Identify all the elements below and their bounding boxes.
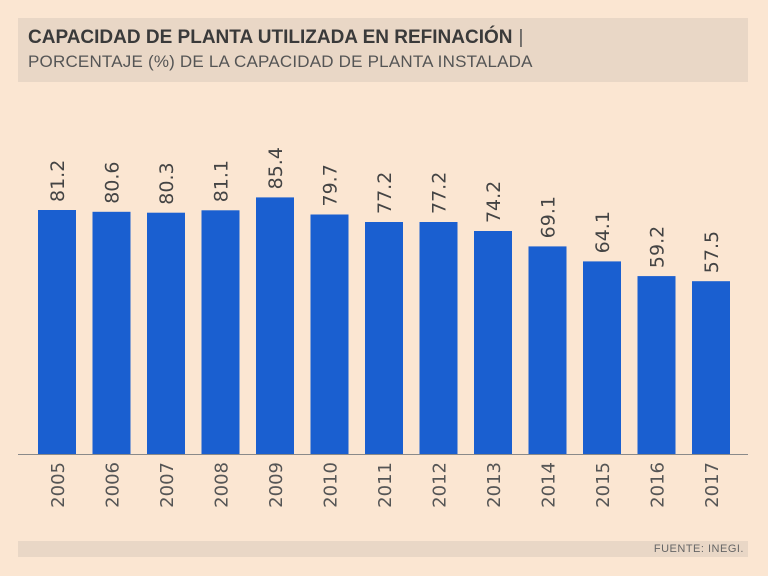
bar-2014 [528,246,567,454]
x-tick-label-2017: 2017 [702,462,723,508]
value-label-2005: 81.2 [47,160,69,202]
bar-2011 [365,222,403,454]
source-bar: FUENTE: INEGI. [18,541,748,557]
bar-2008 [201,210,240,454]
value-label-2014: 69.1 [538,196,560,238]
value-label-2006: 80.6 [102,161,124,203]
x-tick-label-2009: 2009 [266,462,287,508]
value-label-2015: 64.1 [592,211,614,253]
bar-2006 [92,211,131,454]
value-label-2009: 85.4 [265,147,287,189]
value-label-2008: 81.1 [211,160,233,202]
x-tick-label-2012: 2012 [430,462,451,508]
title-panel: CAPACIDAD DE PLANTA UTILIZADA EN REFINAC… [18,18,748,82]
x-tick-label-2014: 2014 [539,462,560,508]
bar-2013 [474,231,512,454]
bar-2015 [583,261,621,454]
x-tick-label-2010: 2010 [321,462,342,508]
chart-title: CAPACIDAD DE PLANTA UTILIZADA EN REFINAC… [28,27,513,48]
x-tick-label-2007: 2007 [157,462,178,508]
chart-subtitle: PORCENTAJE (%) DE LA CAPACIDAD DE PLANTA… [28,52,533,71]
title-separator: | [518,27,524,48]
value-label-2016: 59.2 [647,226,669,268]
source-note: FUENTE: INEGI. [653,543,744,555]
x-tick-label-2016: 2016 [648,462,669,508]
x-tick-label-2015: 2015 [593,462,614,508]
x-tick-label-2006: 2006 [103,462,124,508]
bar-2012 [419,222,458,454]
bar-2005 [38,210,76,454]
bar-2010 [310,214,349,454]
x-tick-label-2005: 2005 [48,462,69,508]
x-tick-label-2013: 2013 [484,462,505,508]
value-label-2010: 79.7 [320,164,342,206]
bar-2017 [692,281,730,454]
x-tick-label-2008: 2008 [212,462,233,508]
x-tick-label-2011: 2011 [375,462,396,508]
chart-title-line: CAPACIDAD DE PLANTA UTILIZADA EN REFINAC… [28,26,748,50]
value-label-2007: 80.3 [156,162,178,204]
value-label-2017: 57.5 [701,231,723,273]
value-label-2011: 77.2 [374,172,396,214]
bar-2009 [256,197,294,454]
value-label-2012: 77.2 [429,172,451,214]
value-label-2013: 74.2 [483,181,505,223]
bar-2016 [637,276,676,454]
bar-2007 [147,212,185,454]
